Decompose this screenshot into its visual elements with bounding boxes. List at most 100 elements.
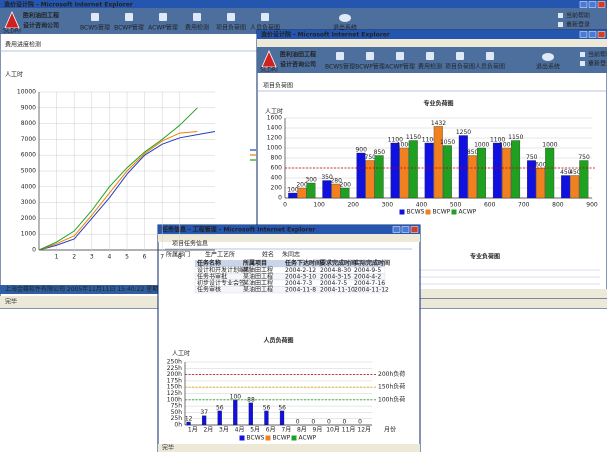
- nav-icon[interactable]: [227, 13, 235, 21]
- toolbar: [257, 39, 607, 47]
- nav-icon[interactable]: [91, 13, 99, 21]
- header-link[interactable]: 当前帮助: [588, 51, 607, 59]
- x-tick-label: 900: [586, 202, 598, 209]
- status-bar: [257, 289, 607, 298]
- bar: [390, 142, 400, 199]
- y-tick-label: 100h: [167, 396, 182, 403]
- exit-icon[interactable]: [542, 53, 554, 61]
- table-cell: 2004-7-16: [354, 280, 385, 287]
- logo-text: SLDRI: [3, 28, 21, 35]
- link-icon[interactable]: [580, 61, 585, 66]
- y-tick-label: 1000: [21, 231, 36, 238]
- x-tick-label: 800: [552, 202, 564, 209]
- nav-icon[interactable]: [125, 13, 133, 21]
- nav-item[interactable]: ACWP管理: [148, 24, 178, 32]
- y-tick-label: 150h: [167, 384, 182, 391]
- header-link[interactable]: 当前帮助: [566, 12, 590, 20]
- x-tick-label: 5: [125, 254, 129, 261]
- window-title: 任务信息 - 工程管理 - Microsoft Internet Explore…: [161, 226, 315, 234]
- nav-item[interactable]: ACWP管理: [385, 63, 415, 71]
- legend-label: BCWP: [433, 209, 451, 216]
- nav-item[interactable]: BCWS管理: [325, 63, 355, 71]
- window-title: 造价设计院 - Microsoft Internet Explorer: [4, 1, 133, 9]
- data-label: 1100: [388, 137, 403, 144]
- table-cell: 2004-3-15: [320, 273, 351, 280]
- bar: [561, 175, 571, 199]
- bar: [424, 142, 434, 199]
- legend-label: BCWS: [407, 209, 425, 216]
- nav-item[interactable]: 项目负荷图: [445, 63, 475, 71]
- link-icon[interactable]: [558, 22, 563, 27]
- nav-icon[interactable]: [336, 52, 344, 60]
- bar: [492, 142, 502, 199]
- y-tick-label: 175h: [167, 377, 182, 384]
- window-button[interactable]: [401, 226, 410, 233]
- nav-item[interactable]: 人员负荷图: [475, 63, 505, 71]
- data-label: 850: [374, 149, 386, 156]
- nav-item[interactable]: 费用检测: [185, 24, 209, 32]
- window-button[interactable]: [392, 226, 401, 233]
- nav-icon[interactable]: [261, 13, 269, 21]
- legend-swatch: [265, 435, 271, 441]
- nav-item[interactable]: BCWS管理: [80, 24, 110, 32]
- bar: [570, 175, 580, 199]
- exit-link[interactable]: 退出系统: [536, 63, 560, 71]
- exit-link[interactable]: 退出系统: [333, 24, 357, 32]
- header-link[interactable]: 重新登录: [566, 21, 590, 29]
- header-link[interactable]: 重新登录: [588, 60, 607, 68]
- bar: [502, 147, 511, 199]
- x-tick-label: 4月: [235, 427, 245, 434]
- data-label: 1000: [397, 142, 412, 149]
- x-tick-label: 700: [518, 202, 530, 209]
- company-name: 胜利油田工程: [22, 12, 59, 20]
- reference-label: 100h负荷: [378, 395, 405, 403]
- y-tick-label: 75h: [171, 403, 183, 410]
- x-tick-label: 3: [90, 254, 94, 261]
- window-button[interactable]: [410, 226, 419, 233]
- nav-icon[interactable]: [366, 52, 374, 60]
- nav-icon[interactable]: [159, 13, 167, 21]
- window-button[interactable]: [597, 1, 606, 8]
- window-button[interactable]: [588, 1, 597, 8]
- nav-icon[interactable]: [396, 52, 404, 60]
- legend-label: ACWP: [299, 435, 317, 442]
- data-label: 0: [311, 419, 315, 426]
- bar: [217, 410, 222, 426]
- nav-item[interactable]: BCWP管理: [114, 24, 144, 32]
- window-button[interactable]: [597, 31, 606, 38]
- bar: [399, 147, 409, 199]
- window-button[interactable]: [579, 31, 588, 38]
- nav-item[interactable]: BCWP管理: [355, 63, 385, 71]
- exit-icon[interactable]: [339, 14, 351, 22]
- window-title: 造价设计院 - Microsoft Internet Explorer: [261, 31, 390, 39]
- nav-icon[interactable]: [426, 52, 434, 60]
- data-label: 37: [200, 409, 208, 416]
- filter-text: 所属部门: [166, 251, 190, 259]
- bar: [186, 421, 191, 426]
- logo-icon: [261, 50, 277, 68]
- bar: [458, 135, 468, 199]
- nav-icon[interactable]: [193, 13, 201, 21]
- link-icon[interactable]: [558, 13, 563, 18]
- nav-icon[interactable]: [456, 52, 464, 60]
- company-name: 胜利油田工程: [279, 51, 316, 59]
- filter-text: 生产工艺所: [205, 251, 235, 259]
- title-bar: [158, 225, 420, 234]
- nav-item[interactable]: 项目负荷图: [216, 24, 246, 32]
- bar: [527, 160, 536, 199]
- data-label: 1150: [508, 134, 523, 141]
- y-tick-label: 3000: [21, 199, 36, 206]
- window-button[interactable]: [588, 31, 597, 38]
- table-cell: 2004-7-3: [285, 280, 312, 287]
- link-icon[interactable]: [580, 52, 585, 57]
- x-tick-label: 3月: [219, 427, 229, 434]
- nav-item[interactable]: 人员负荷图: [250, 24, 280, 32]
- window-button[interactable]: [579, 1, 588, 8]
- x-tick-label: 0: [283, 202, 287, 209]
- table-cell: 2004-8-30: [320, 267, 351, 274]
- data-label: 600: [535, 162, 547, 169]
- x-tick-label: 10月: [326, 427, 340, 434]
- nav-item[interactable]: 费用检测: [418, 63, 442, 71]
- nav-icon[interactable]: [486, 52, 494, 60]
